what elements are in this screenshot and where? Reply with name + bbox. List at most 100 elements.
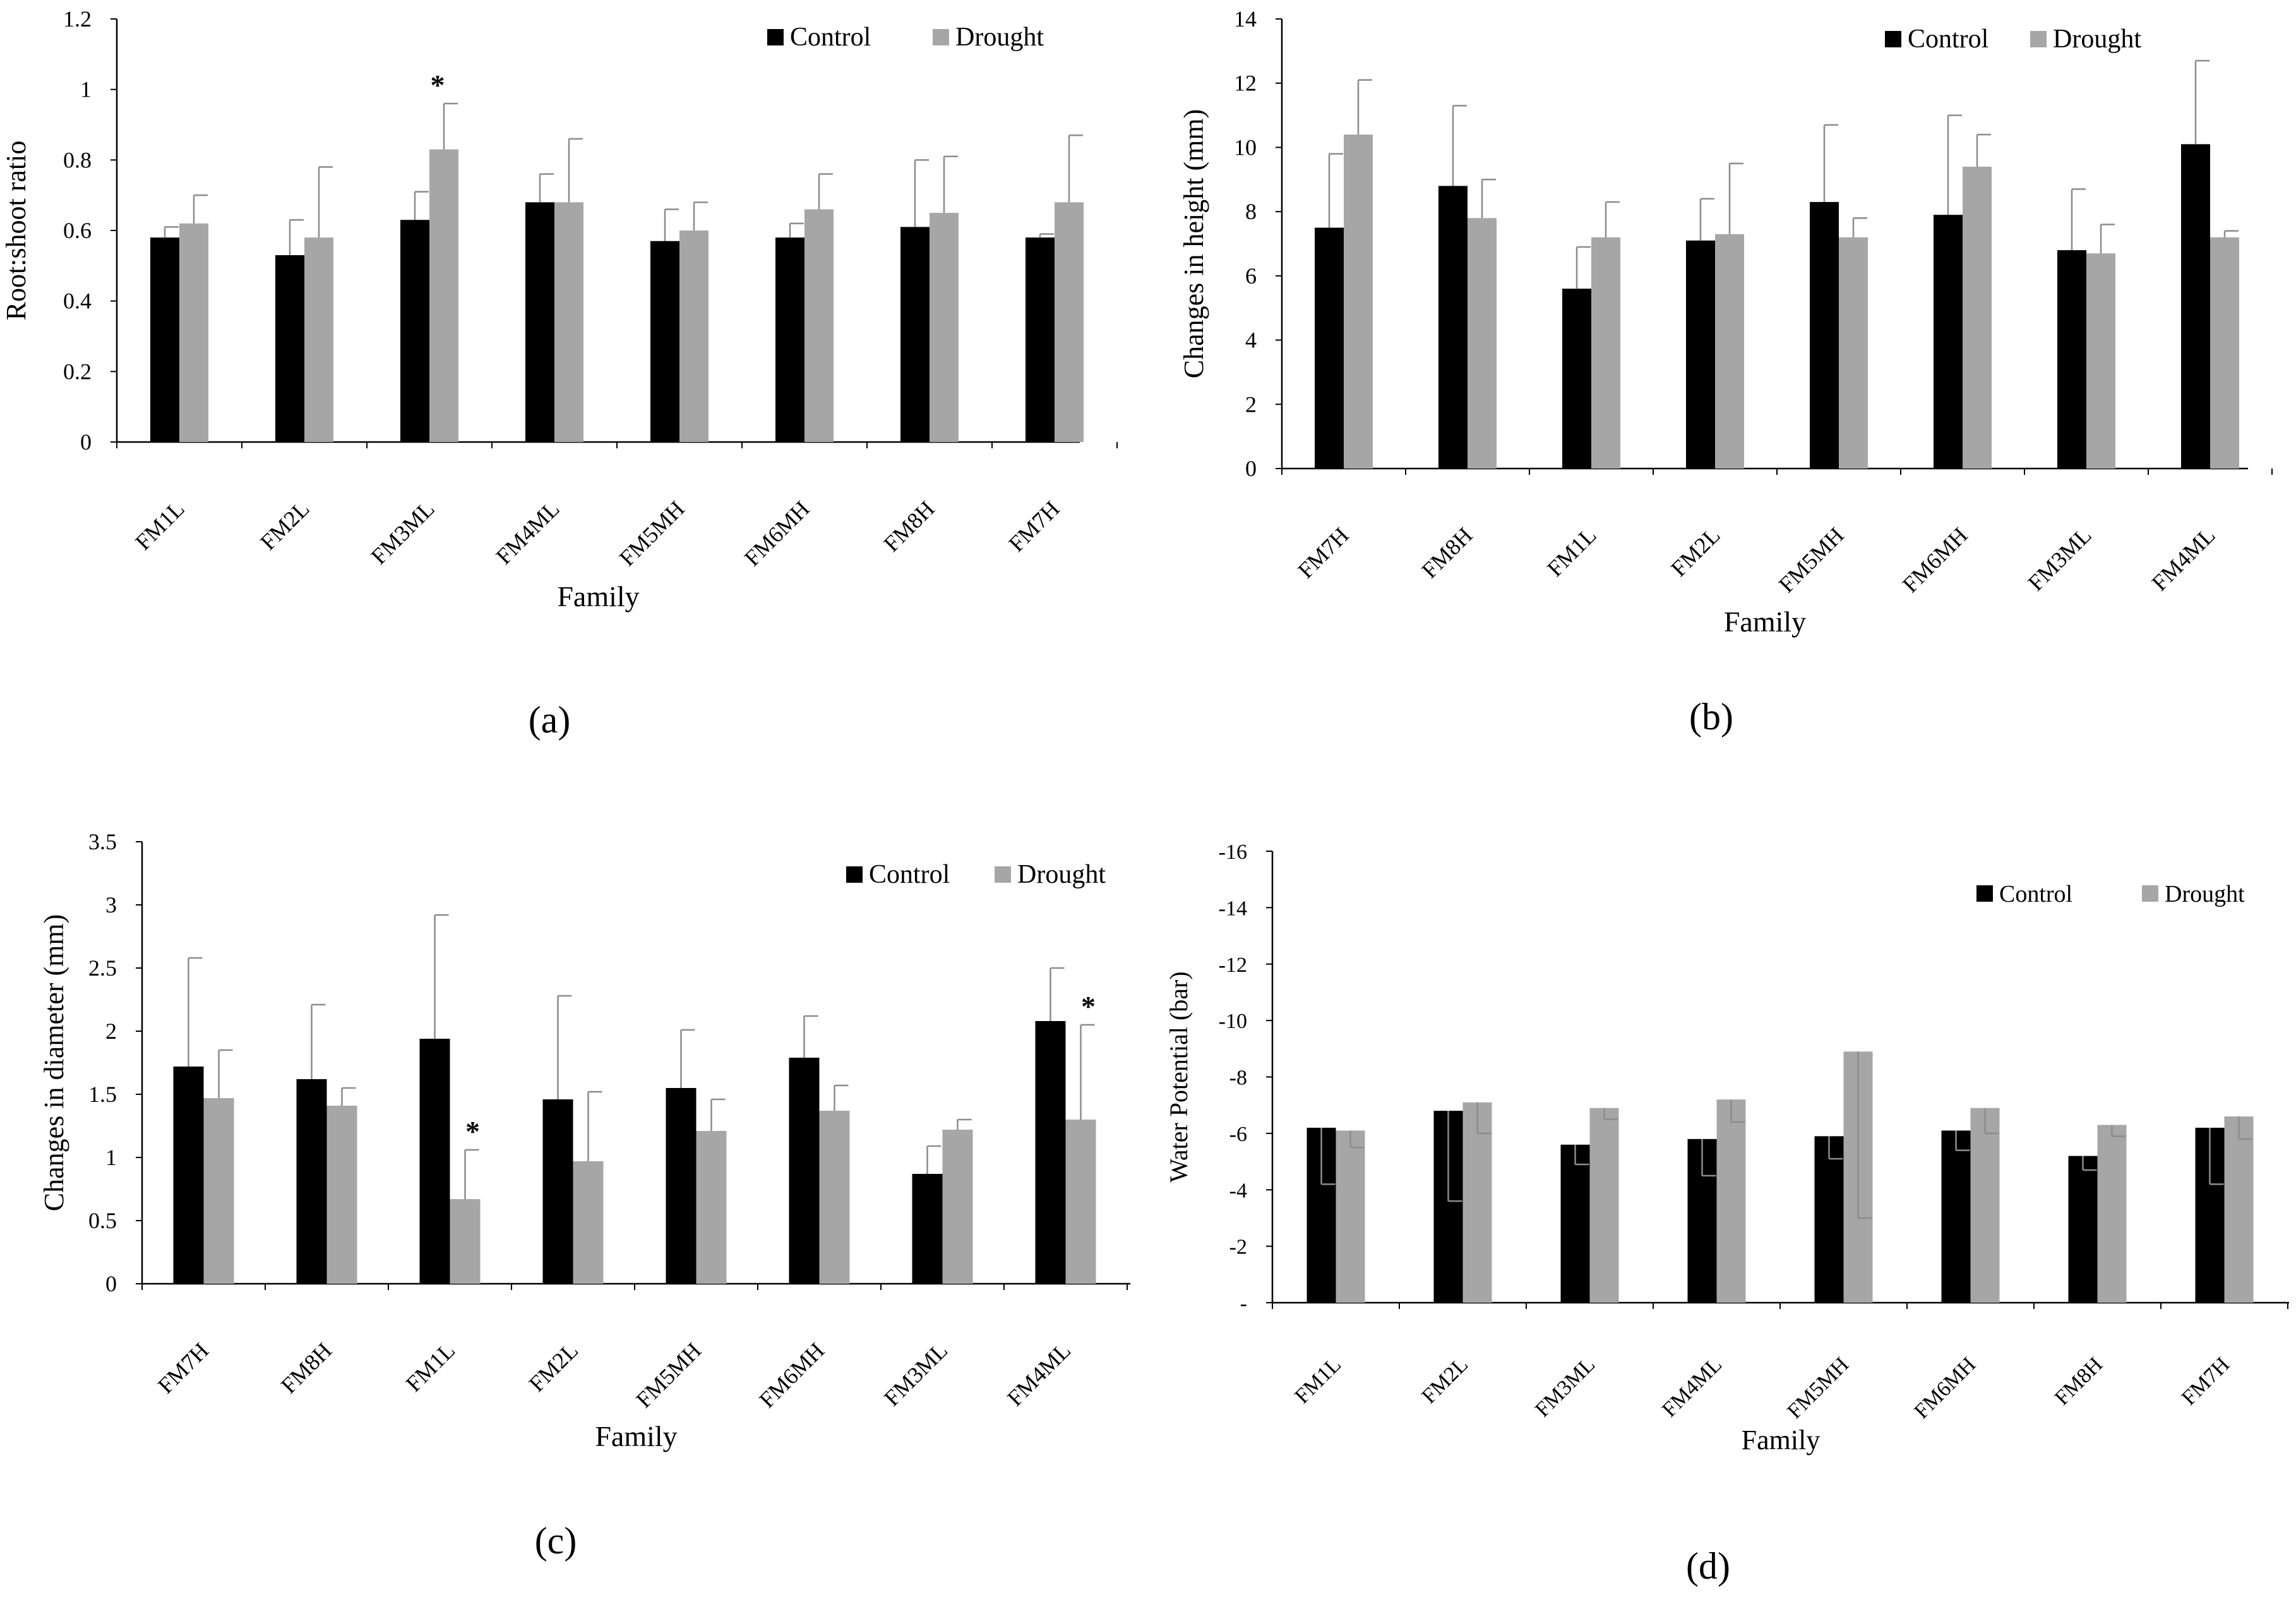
panel-d-bar-drought-fm6mh	[1970, 1108, 2000, 1303]
panel-a-y-tick-label: 0.2	[63, 359, 92, 384]
panel-c-y-tick-label: 0	[105, 1271, 117, 1296]
panel-b-bar-drought-fm7h	[1344, 134, 1373, 469]
panel-c-significance-marker-1: *	[1081, 990, 1096, 1022]
panel-a-legend-swatch-control	[767, 29, 784, 45]
panel-b-bar-drought-fm1l	[1591, 237, 1620, 469]
panel-d-bar-drought-fm8h	[2097, 1125, 2127, 1303]
panel-d-label: (d)	[1686, 1545, 1730, 1587]
panel-d-bar-drought-fm3ml	[1589, 1108, 1619, 1303]
panel-c-bar-control-fm6mh	[789, 1058, 820, 1284]
panel-c-y-tick-label: 2.5	[88, 955, 117, 981]
panel-b-bar-drought-fm8h	[1468, 218, 1497, 469]
panel-a-bar-control-fm2l	[275, 255, 304, 442]
panel-b-bar-control-fm8h	[1438, 186, 1468, 469]
panel-c-bar-control-fm5mh	[666, 1088, 697, 1284]
panel-c-bar-drought-fm3ml	[942, 1130, 973, 1284]
panel-b-bar-drought-fm4ml	[2210, 237, 2239, 469]
panel-d-legend-swatch-drought	[2142, 885, 2158, 902]
panel-c-bar-drought-fm4ml	[1065, 1120, 1096, 1284]
panel-d-y-tick-label: -14	[1219, 897, 1247, 920]
panel-c-significance-marker-0: *	[465, 1115, 480, 1147]
panel-c-y-tick-label: 3	[105, 892, 117, 918]
panel-a-legend-swatch-drought	[933, 29, 949, 45]
panel-d-y-tick-label: -10	[1219, 1010, 1247, 1033]
panel-b-x-axis-title: Family	[1724, 606, 1806, 638]
panel-c-bar-drought-fm8h	[326, 1106, 357, 1284]
panel-b-legend-label-drought: Drought	[2053, 25, 2141, 54]
panel-d-y-tick-label: -	[1240, 1292, 1247, 1315]
panel-a-bar-control-fm8h	[900, 227, 930, 442]
panel-c-legend-label-control: Control	[869, 860, 950, 889]
panel-d-bar-drought-fm4ml	[1716, 1099, 1746, 1303]
panel-c-bar-control-fm8h	[296, 1079, 327, 1284]
panel-d-bar-drought-fm2l	[1462, 1102, 1492, 1303]
panel-d-y-tick-label: -4	[1229, 1179, 1247, 1202]
panel-a-bar-drought-fm7h	[1055, 202, 1084, 442]
panel-d-bar-control-fm5mh	[1814, 1136, 1844, 1303]
panel-b-legend-label-control: Control	[1908, 25, 1988, 54]
panel-d-y-tick-label: -6	[1229, 1123, 1247, 1146]
panel-c-bar-drought-fm6mh	[819, 1111, 850, 1284]
panel-c-legend-swatch-control	[846, 866, 863, 883]
panel-a-bar-control-fm3ml	[400, 220, 429, 442]
panel-c-bar-control-fm3ml	[912, 1174, 943, 1284]
panel-c-y-tick-label: 1.5	[88, 1082, 117, 1107]
panel-a-bar-control-fm5mh	[650, 241, 679, 442]
panel-a-significance-marker-0: *	[431, 69, 445, 101]
panel-b-y-tick-label: 2	[1245, 392, 1257, 417]
panel-b-bar-drought-fm2l	[1715, 234, 1744, 469]
panel-c-bar-control-fm4ml	[1035, 1021, 1066, 1284]
panel-d-legend-label-drought: Drought	[2165, 881, 2245, 907]
panel-a-y-tick-label: 0.4	[63, 289, 92, 314]
panel-b-bar-drought-fm6mh	[1963, 166, 1992, 469]
panel-c-y-tick-label: 3.5	[88, 829, 117, 854]
panel-c-bar-drought-fm5mh	[696, 1131, 727, 1284]
panel-d-bar-control-fm8h	[2068, 1156, 2098, 1303]
panel-c-y-tick-label: 1	[105, 1145, 117, 1170]
panel-b-bar-control-fm5mh	[1810, 201, 1839, 469]
panel-a-y-tick-label: 0.6	[63, 218, 92, 243]
panel-b-bar-drought-fm3ml	[2086, 253, 2115, 469]
panel-d-y-tick-label: -12	[1219, 953, 1247, 977]
panel-d-y-axis-title: Water Potential (bar)	[1164, 971, 1193, 1182]
panel-d-y-tick-label: -16	[1219, 840, 1247, 864]
panel-a-bar-control-fm4ml	[525, 202, 554, 442]
panel-a-bar-control-fm6mh	[775, 237, 804, 442]
panel-b-y-tick-label: 8	[1245, 199, 1257, 224]
panel-a-bar-control-fm1l	[150, 237, 179, 442]
panel-b-label: (b)	[1689, 696, 1733, 738]
panel-b-y-tick-label: 0	[1245, 456, 1257, 481]
panel-a-bar-drought-fm4ml	[554, 202, 583, 442]
panel-a-bar-drought-fm6mh	[804, 209, 834, 442]
panel-d-bar-control-fm3ml	[1560, 1144, 1590, 1303]
panel-d-bar-drought-fm1l	[1336, 1130, 1365, 1303]
panel-c-bar-control-fm7h	[173, 1067, 204, 1284]
panel-c-bar-control-fm2l	[542, 1099, 573, 1284]
panel-a-bar-drought-fm2l	[304, 237, 333, 442]
panel-a-bar-drought-fm5mh	[679, 230, 709, 442]
panel-c-y-tick-label: 0.5	[88, 1208, 117, 1233]
panel-b-y-tick-label: 12	[1234, 71, 1257, 96]
panel-c-bar-drought-fm2l	[573, 1161, 604, 1284]
panel-b-bar-control-fm3ml	[2057, 250, 2086, 469]
panel-c-y-tick-label: 2	[105, 1019, 117, 1044]
panel-a-bar-drought-fm1l	[179, 223, 208, 442]
panel-b-bar-control-fm6mh	[1934, 215, 1963, 469]
panel-c-bar-control-fm1l	[419, 1039, 450, 1284]
panel-b-y-tick-label: 14	[1234, 6, 1257, 32]
panel-d-y-tick-label: -8	[1229, 1067, 1247, 1090]
panel-a-y-axis-title: Root:shoot ratio	[1, 141, 32, 321]
panel-a-bar-drought-fm3ml	[429, 149, 458, 443]
panel-c-bar-drought-fm7h	[203, 1098, 234, 1284]
panel-b-y-tick-label: 6	[1245, 263, 1257, 289]
panel-b-bar-drought-fm5mh	[1839, 237, 1868, 469]
panel-b-bar-control-fm4ml	[2181, 144, 2210, 469]
panel-d-bar-control-fm6mh	[1941, 1130, 1971, 1303]
panel-a-y-tick-label: 0	[80, 429, 92, 455]
panel-d-bar-drought-fm7h	[2224, 1116, 2254, 1303]
panel-c-bar-drought-fm1l	[450, 1199, 481, 1284]
panel-b-bar-control-fm1l	[1562, 289, 1591, 469]
panel-b-bar-control-fm2l	[1686, 240, 1715, 469]
